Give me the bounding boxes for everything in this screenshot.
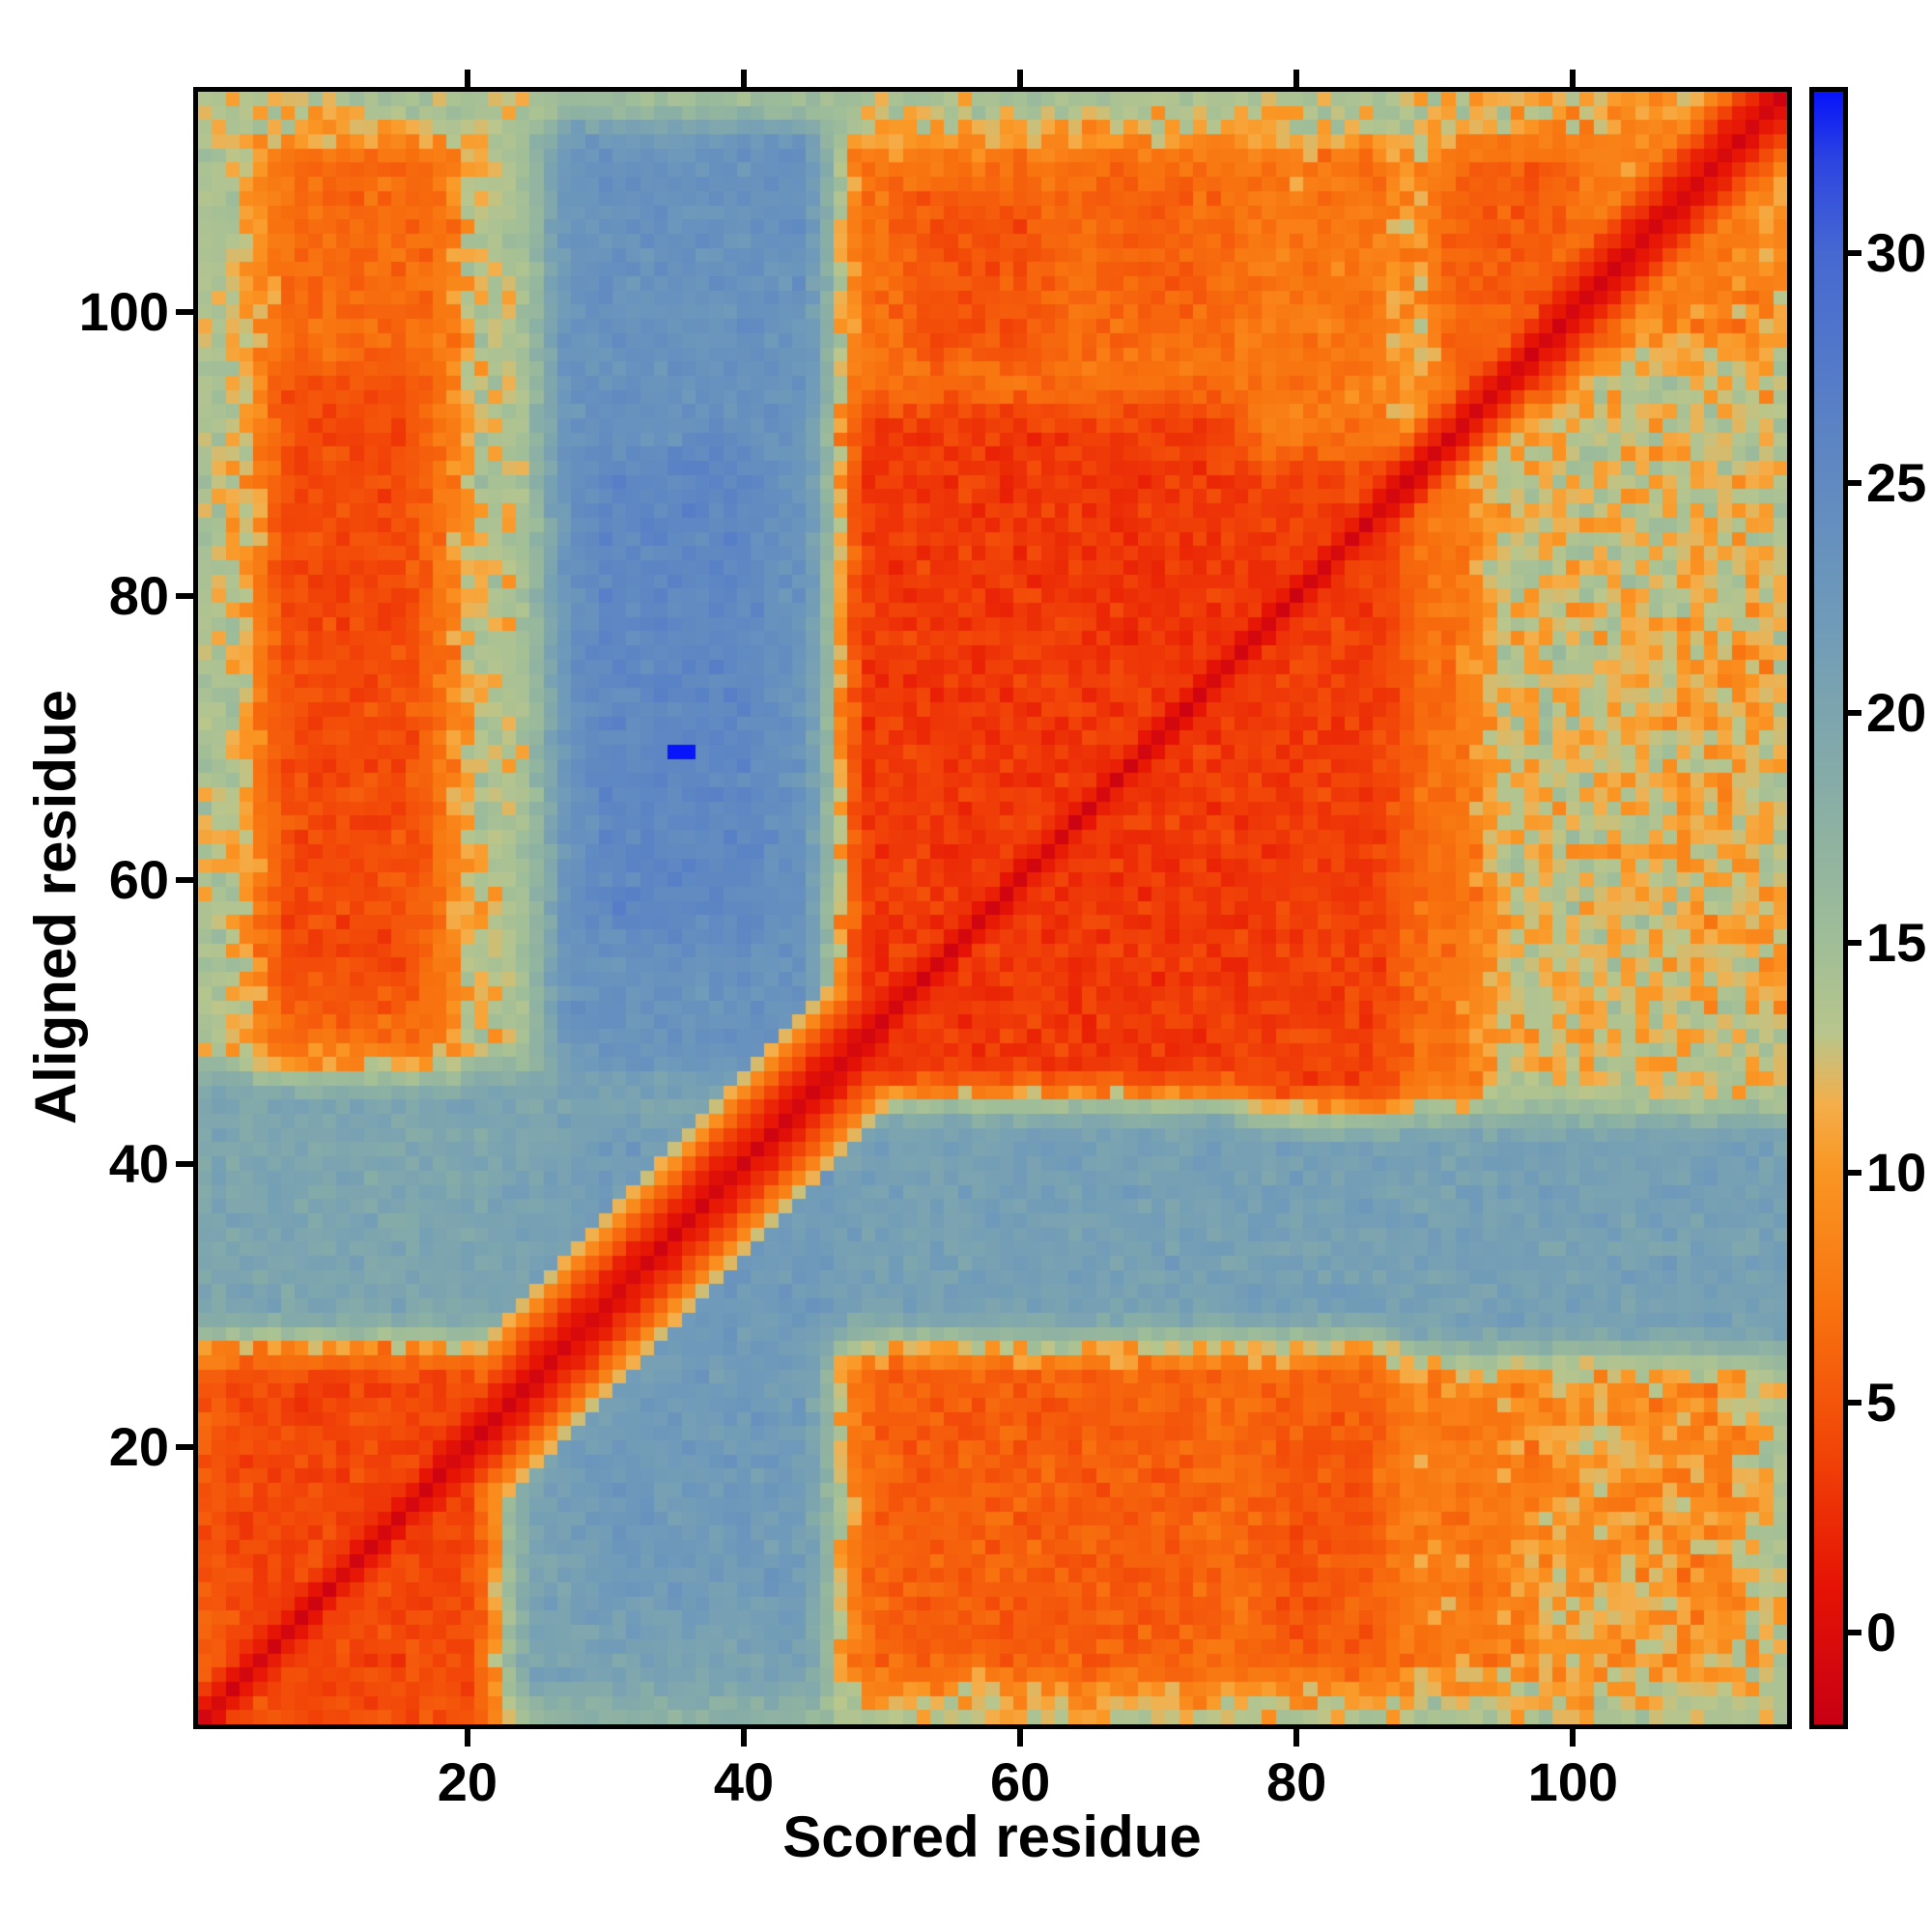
x-top-tick-mark	[741, 70, 748, 87]
colorbar-tick-mark	[1848, 1399, 1861, 1406]
y-tick-mark	[176, 1160, 193, 1167]
x-top-tick-mark	[464, 70, 470, 87]
x-tick-mark	[464, 1729, 470, 1747]
y-tick-label: 80	[108, 564, 169, 626]
colorbar-tick-label: 10	[1866, 1141, 1927, 1203]
x-top-tick-mark	[1293, 70, 1300, 87]
colorbar-canvas	[1814, 92, 1843, 1724]
x-tick-label: 20	[437, 1751, 498, 1812]
colorbar-tick-mark	[1848, 1629, 1861, 1635]
y-tick-label: 60	[108, 848, 169, 910]
colorbar-tick-mark	[1848, 1169, 1861, 1176]
colorbar-tick-label: 0	[1866, 1601, 1897, 1662]
colorbar-tick-mark	[1848, 249, 1861, 256]
x-tick-mark	[741, 1729, 748, 1747]
colorbar-tick-mark	[1848, 479, 1861, 486]
x-tick-label: 60	[989, 1751, 1051, 1812]
x-top-tick-mark	[1570, 70, 1577, 87]
colorbar-tick-label: 5	[1866, 1371, 1897, 1433]
colorbar-tick-label: 15	[1866, 911, 1927, 973]
y-tick-label: 100	[78, 280, 169, 342]
colorbar-tick-label: 20	[1866, 681, 1927, 743]
y-tick-label: 20	[108, 1416, 169, 1478]
y-tick-label: 40	[108, 1132, 169, 1194]
x-tick-label: 100	[1527, 1751, 1618, 1812]
plot-frame	[193, 87, 1792, 1729]
x-top-tick-mark	[1017, 70, 1024, 87]
y-tick-mark	[176, 592, 193, 599]
colorbar-tick-label: 30	[1866, 221, 1927, 283]
colorbar-tick-mark	[1848, 939, 1861, 946]
colorbar-tick-label: 25	[1866, 451, 1927, 513]
x-tick-label: 80	[1266, 1751, 1327, 1812]
y-tick-mark	[176, 876, 193, 883]
heatmap-canvas	[198, 92, 1787, 1724]
x-axis-label: Scored residue	[782, 1804, 1202, 1869]
y-tick-mark	[176, 1444, 193, 1451]
x-tick-mark	[1293, 1729, 1300, 1747]
x-tick-mark	[1017, 1729, 1024, 1747]
y-tick-mark	[176, 308, 193, 315]
colorbar-frame	[1809, 87, 1848, 1729]
x-tick-mark	[1570, 1729, 1577, 1747]
colorbar-tick-mark	[1848, 709, 1861, 716]
x-tick-label: 40	[713, 1751, 775, 1812]
